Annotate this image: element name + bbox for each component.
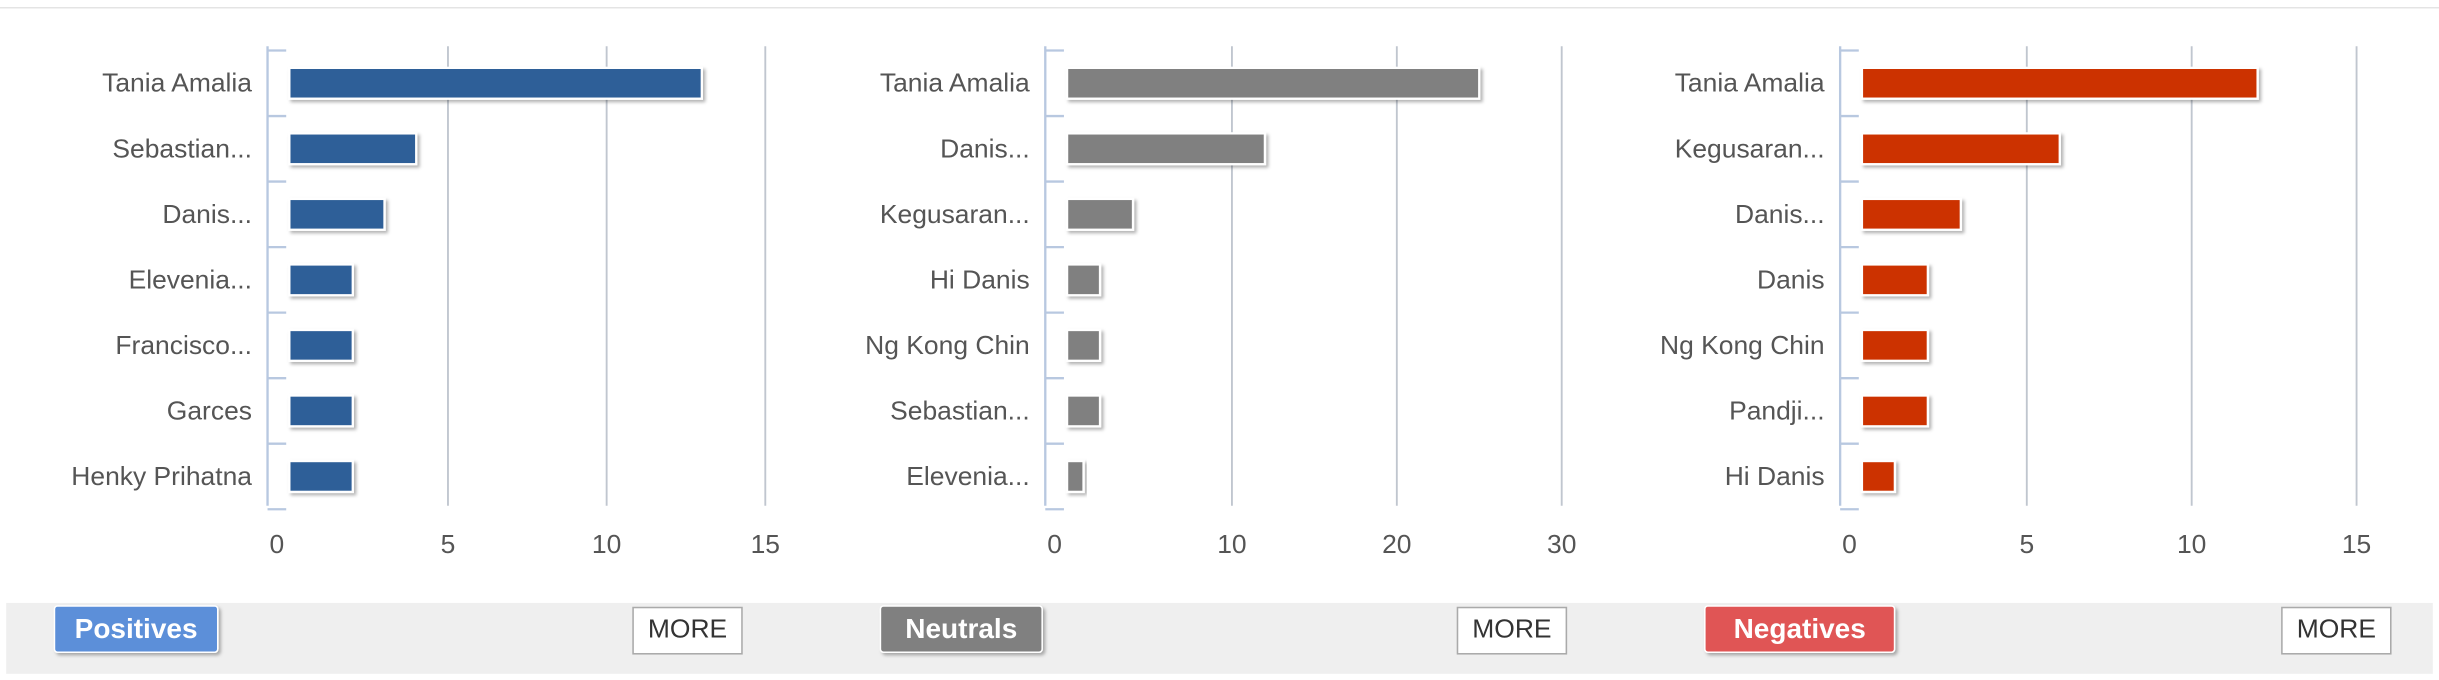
- bar: [1065, 394, 1102, 428]
- y-tick-label: Danis...: [1735, 199, 1825, 229]
- bar: [1065, 132, 1267, 166]
- bar: [288, 263, 354, 297]
- bar: [1065, 328, 1102, 362]
- bar: [288, 66, 704, 100]
- x-tick-label: 0: [1047, 529, 1062, 559]
- more-button[interactable]: [2281, 606, 2392, 655]
- y-tick-label: Francisco...: [115, 330, 252, 360]
- bar: [288, 328, 354, 362]
- y-tick-label: Kegusaran...: [880, 199, 1030, 229]
- tab-button-label[interactable]: Negatives: [1734, 613, 1866, 644]
- y-tick-label: Sebastian...: [112, 133, 252, 163]
- x-tick-label: 15: [751, 529, 780, 559]
- y-tick-label: Pandji...: [1729, 395, 1824, 425]
- x-tick-label: 10: [1217, 529, 1246, 559]
- more-button[interactable]: [632, 606, 743, 655]
- y-tick-label: Henky Prihatna: [71, 461, 252, 491]
- tab-button[interactable]: [1704, 605, 1896, 654]
- more-button-label[interactable]: MORE: [648, 614, 727, 644]
- y-tick-label: Ng Kong Chin: [865, 330, 1030, 360]
- y-tick-label: Elevenia...: [906, 461, 1029, 491]
- y-tick-label: Danis: [1757, 264, 1825, 294]
- y-tick-label: Sebastian...: [890, 395, 1030, 425]
- x-tick-label: 20: [1382, 529, 1411, 559]
- bar: [288, 459, 354, 494]
- y-tick-label: Tania Amalia: [1675, 68, 1825, 98]
- x-tick-label: 10: [592, 529, 621, 559]
- x-tick-label: 15: [2342, 529, 2371, 559]
- bar: [288, 394, 354, 428]
- bar: [1860, 394, 1930, 428]
- more-button[interactable]: [1456, 606, 1568, 655]
- bar: [288, 132, 418, 166]
- tab-button[interactable]: [53, 605, 219, 654]
- bar: [1065, 459, 1085, 494]
- y-tick-label: Elevenia...: [129, 264, 252, 294]
- bar: [1860, 328, 1930, 362]
- x-tick-label: 0: [1842, 529, 1857, 559]
- bar: [1860, 263, 1930, 297]
- y-tick-label: Hi Danis: [1725, 461, 1825, 491]
- y-tick-label: Garces: [167, 395, 252, 425]
- x-tick-label: 30: [1547, 529, 1576, 559]
- x-tick-label: 5: [2019, 529, 2034, 559]
- bar: [1860, 197, 1963, 231]
- y-tick-label: Tania Amalia: [102, 68, 252, 98]
- tab-button-label[interactable]: Positives: [75, 613, 198, 644]
- y-tick-label: Danis...: [940, 133, 1030, 163]
- footer-band: [6, 602, 2433, 674]
- y-tick-label: Danis...: [162, 199, 252, 229]
- more-button-label[interactable]: MORE: [1472, 614, 1551, 644]
- x-tick-label: 10: [2177, 529, 2206, 559]
- tab-button-label[interactable]: Neutrals: [905, 613, 1017, 644]
- bar: [1065, 263, 1102, 297]
- y-tick-label: Ng Kong Chin: [1660, 330, 1825, 360]
- bar: [1065, 66, 1481, 100]
- y-tick-label: Kegusaran...: [1675, 133, 1825, 163]
- more-button-label[interactable]: MORE: [2297, 614, 2376, 644]
- bar: [1860, 132, 2061, 166]
- bar: [288, 197, 386, 231]
- bar: [1860, 459, 1897, 494]
- tab-button[interactable]: [879, 605, 1043, 654]
- y-tick-label: Tania Amalia: [880, 68, 1030, 98]
- y-tick-label: Hi Danis: [930, 264, 1030, 294]
- x-tick-label: 5: [441, 529, 456, 559]
- bar: [1860, 66, 2259, 100]
- bar: [1065, 197, 1135, 231]
- x-tick-label: 0: [270, 529, 285, 559]
